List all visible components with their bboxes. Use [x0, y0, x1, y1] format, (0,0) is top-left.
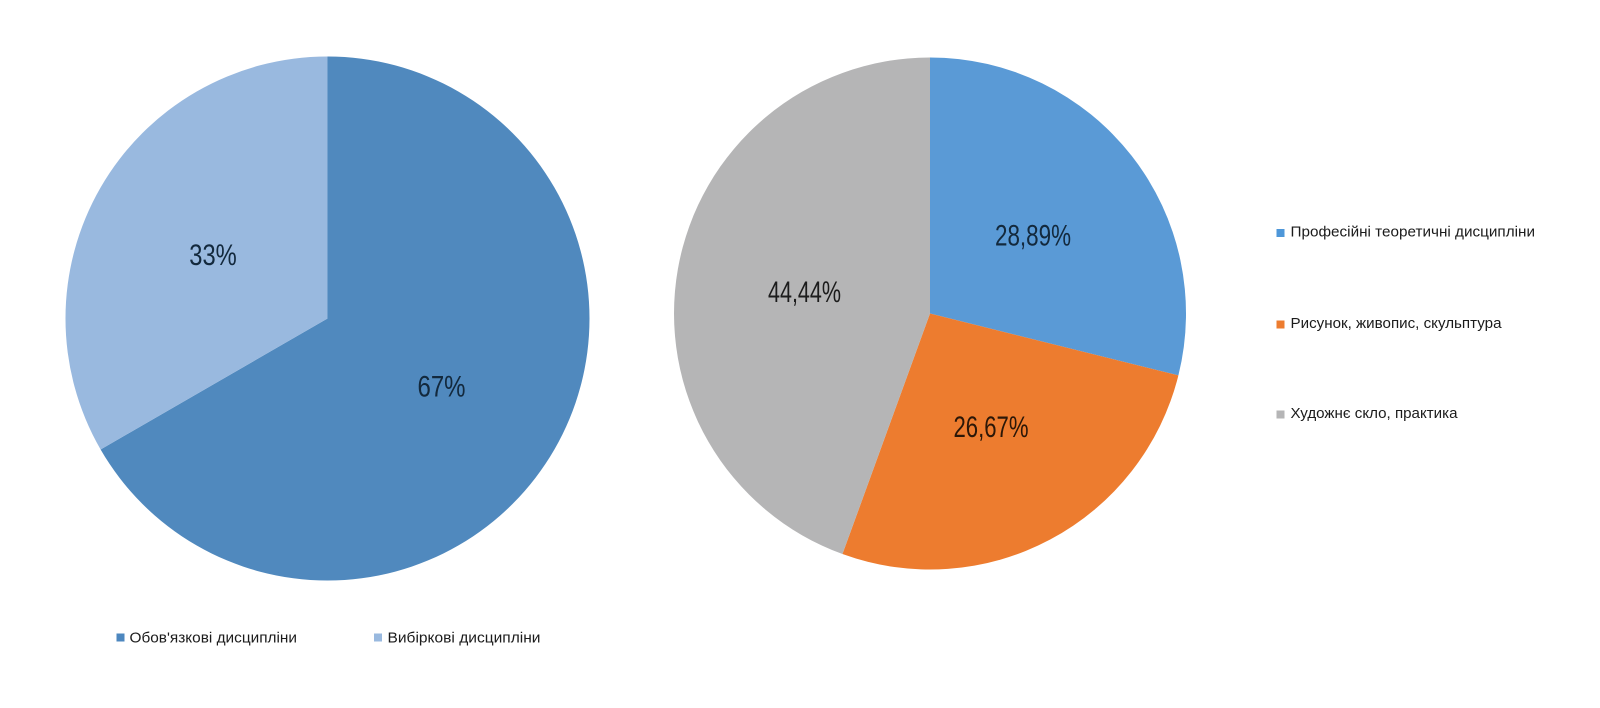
svg-text:33%: 33%	[189, 239, 237, 272]
svg-text:Вибіркові дисципліни: Вибіркові дисципліни	[388, 630, 541, 646]
svg-text:Художнє скло, практика: Художнє скло, практика	[1291, 406, 1459, 422]
svg-text:Професійні теоретичні дисциплі: Професійні теоретичні дисципліни	[1291, 225, 1536, 241]
svg-text:28,89%: 28,89%	[995, 219, 1071, 252]
svg-text:44,44%: 44,44%	[768, 276, 841, 309]
svg-text:67%: 67%	[418, 371, 466, 404]
svg-text:26,67%: 26,67%	[954, 411, 1029, 444]
svg-text:Рисунок, живопис, скульптура: Рисунок, живопис, скульптура	[1291, 316, 1503, 332]
svg-text:Обов'язкові дисципліни: Обов'язкові дисципліни	[130, 630, 298, 646]
